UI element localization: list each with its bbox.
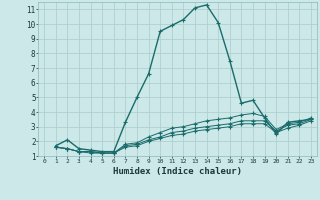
X-axis label: Humidex (Indice chaleur): Humidex (Indice chaleur): [113, 167, 242, 176]
